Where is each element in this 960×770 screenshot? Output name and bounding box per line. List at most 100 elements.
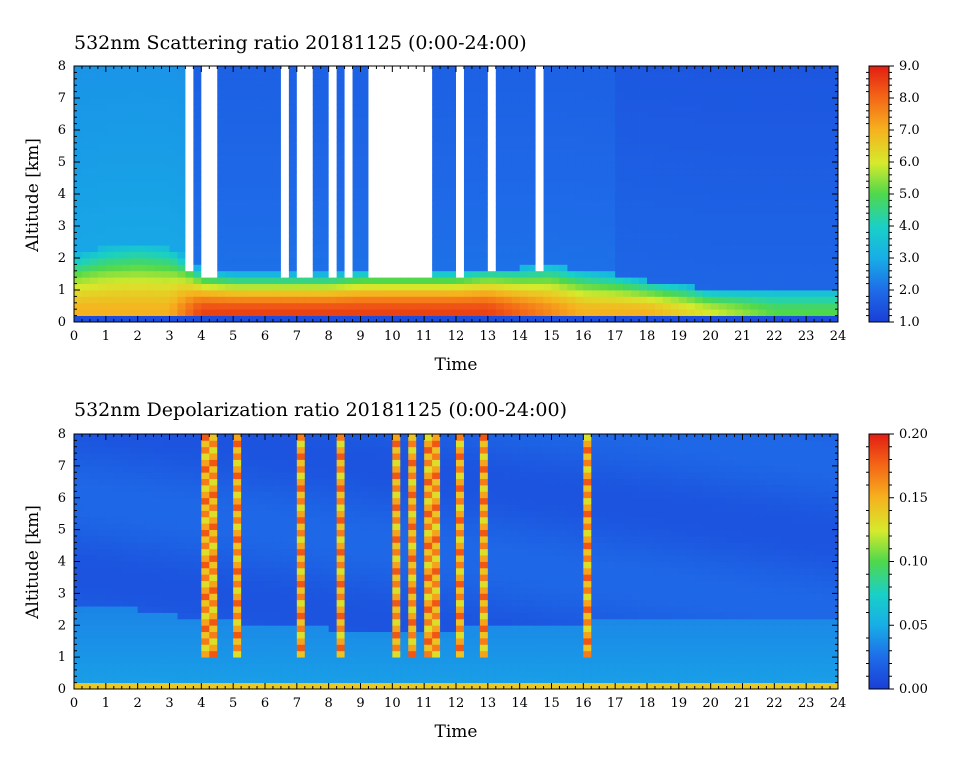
heatmap-cell <box>137 612 147 620</box>
heatmap-cell <box>201 536 210 543</box>
heatmap-cell <box>702 232 712 240</box>
heatmap-cell <box>463 290 473 297</box>
heatmap-cell <box>670 270 680 278</box>
heatmap-cell <box>623 72 632 80</box>
heatmap-cell <box>89 669 99 677</box>
heatmap-cell <box>726 110 735 118</box>
heatmap-cell <box>97 599 107 607</box>
masked-cell <box>201 245 210 252</box>
heatmap-cell <box>193 446 202 454</box>
heatmap-cell <box>678 315 688 323</box>
masked-cell <box>368 264 377 272</box>
masked-cell <box>185 232 194 240</box>
heatmap-cell <box>185 669 194 677</box>
heatmap-cell <box>678 232 688 240</box>
masked-cell <box>416 66 425 73</box>
heatmap-cell <box>654 219 664 227</box>
colorbar-tick-label: 6.0 <box>899 155 920 170</box>
heatmap-cell <box>296 277 306 284</box>
heatmap-cell <box>225 283 234 291</box>
heatmap-cell <box>177 497 186 505</box>
heatmap-cell <box>654 162 664 169</box>
heatmap-cell <box>543 187 552 195</box>
masked-cell <box>384 245 393 252</box>
heatmap-cell <box>177 587 186 594</box>
heatmap-cell <box>233 142 242 150</box>
heatmap-cell <box>352 181 361 188</box>
heatmap-cell <box>217 682 226 690</box>
heatmap-cell <box>153 453 162 460</box>
heatmap-cell <box>177 657 186 664</box>
masked-cell <box>392 174 401 182</box>
masked-cell <box>487 104 497 112</box>
heatmap-cell <box>647 302 656 310</box>
heatmap-cell <box>511 66 521 73</box>
heatmap-cell <box>288 309 298 316</box>
heatmap-cell <box>153 219 162 227</box>
masked-cell <box>392 110 401 118</box>
masked-cell <box>424 226 433 233</box>
heatmap-cell <box>527 245 536 252</box>
masked-cell <box>209 187 218 195</box>
heatmap-cell <box>193 78 202 86</box>
heatmap-cell <box>662 258 672 265</box>
heatmap-cell <box>153 618 162 626</box>
heatmap-cell <box>105 510 115 518</box>
masked-cell <box>328 123 338 131</box>
heatmap-cell <box>74 168 83 176</box>
masked-cell <box>201 123 210 131</box>
heatmap-cell <box>440 78 449 86</box>
heatmap-cell <box>559 168 568 176</box>
masked-cell <box>384 136 393 144</box>
heatmap-cell <box>678 264 688 272</box>
heatmap-cell <box>822 72 831 80</box>
x-tick-label: 18 <box>639 329 656 344</box>
heatmap-cell <box>169 238 178 246</box>
heatmap-cell <box>814 168 823 176</box>
heatmap-cell <box>599 283 608 291</box>
heatmap-cell <box>814 309 823 316</box>
heatmap-cell <box>193 542 202 550</box>
heatmap-cell <box>599 72 608 80</box>
heatmap-cell <box>702 270 712 278</box>
heatmap-cell <box>360 149 369 156</box>
heatmap-cell <box>766 277 775 284</box>
masked-cell <box>280 174 290 182</box>
masked-cell <box>209 200 218 208</box>
colorbar-tick-label: 9.0 <box>899 59 920 74</box>
masked-cell <box>304 206 314 214</box>
heatmap-cell <box>145 593 154 601</box>
heatmap-cell <box>225 142 234 150</box>
heatmap-cell <box>670 213 680 220</box>
masked-cell <box>424 110 433 118</box>
heatmap-cell <box>81 258 91 265</box>
heatmap-cell <box>639 315 648 323</box>
masked-cell <box>392 194 401 201</box>
heatmap-cell <box>591 251 600 259</box>
heatmap-cell <box>615 213 624 220</box>
heatmap-cell <box>121 66 131 73</box>
heatmap-cell <box>647 270 656 278</box>
heatmap-cell <box>822 85 831 92</box>
heatmap-cell <box>766 213 775 220</box>
masked-cell <box>424 200 433 208</box>
heatmap-cell <box>471 264 481 272</box>
heatmap-cell <box>105 136 115 144</box>
heatmap-cell <box>161 593 170 601</box>
heatmap-cell <box>105 593 115 601</box>
heatmap-cell <box>463 219 473 227</box>
heatmap-cell <box>734 270 743 278</box>
heatmap-cell <box>225 187 234 195</box>
heatmap-cell <box>153 78 162 86</box>
masked-cell <box>185 181 194 188</box>
heatmap-cell <box>726 283 735 291</box>
heatmap-cell <box>575 206 584 214</box>
heatmap-cell <box>105 264 115 272</box>
heatmap-cell <box>726 142 735 150</box>
heatmap-cell <box>177 650 186 658</box>
heatmap-cell <box>97 104 107 112</box>
heatmap-cell <box>567 104 576 112</box>
heatmap-cell <box>81 453 91 460</box>
heatmap-cell <box>790 245 799 252</box>
heatmap-cell <box>201 542 210 550</box>
